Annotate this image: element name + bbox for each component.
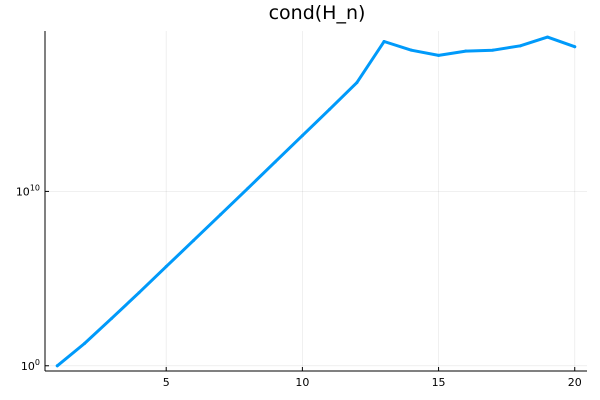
data-point (491, 48, 495, 52)
y-tick-label: 1010 (16, 183, 40, 198)
data-point (573, 45, 577, 49)
data-point (355, 81, 359, 85)
y-tick-label-exponent: 10 (30, 183, 40, 192)
data-point (219, 212, 223, 216)
data-point (246, 186, 250, 190)
data-point (328, 107, 332, 111)
data-point (55, 364, 59, 368)
chart-title: cond(H_n) (269, 2, 366, 24)
data-point (546, 35, 550, 39)
x-tick-label: 20 (568, 376, 582, 389)
axes (44, 31, 587, 372)
data-point (137, 291, 141, 295)
data-point (300, 134, 304, 138)
series-line (55, 35, 577, 368)
data-point (110, 316, 114, 320)
y-tick-label-exponent: 0 (35, 358, 40, 367)
y-tick-label-base: 10 (16, 185, 30, 198)
y-tick-label: 100 (21, 358, 40, 373)
y-tick-label-base: 10 (21, 360, 35, 373)
x-tick-label: 10 (295, 376, 309, 389)
data-point (191, 239, 195, 243)
data-point (273, 160, 277, 164)
data-point (409, 48, 413, 52)
data-point (382, 39, 386, 43)
x-tick-label: 15 (432, 376, 446, 389)
grid (45, 31, 587, 371)
data-point (437, 53, 441, 57)
series (55, 35, 577, 368)
x-tick-label: 5 (163, 376, 170, 389)
data-point (164, 265, 168, 269)
data-point (518, 44, 522, 48)
data-point (464, 49, 468, 53)
data-point (82, 341, 86, 345)
